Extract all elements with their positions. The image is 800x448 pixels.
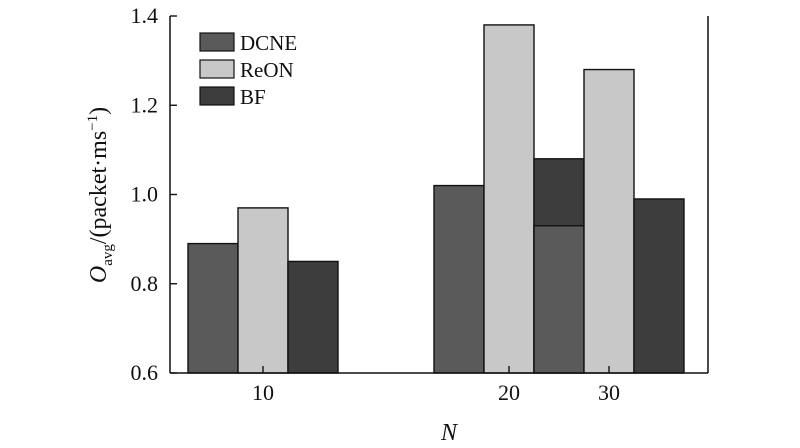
y-tick-labels: 0.6 0.8 1.0 1.2 1.4	[131, 3, 159, 385]
x-tick-label: 10	[252, 380, 274, 405]
legend-swatch-bf	[199, 86, 235, 106]
bar-reon-30	[583, 68, 635, 374]
bar-bf-30	[633, 198, 685, 374]
y-axis-title: Oavg/(packet·ms−1)	[85, 107, 116, 283]
bars-group	[187, 24, 685, 374]
bar-bf-10	[287, 260, 339, 374]
y-tick-label: 1.2	[131, 92, 159, 117]
x-axis-title: N	[440, 420, 459, 446]
legend-swatch-reon	[199, 59, 235, 79]
legend: DCNE ReON BF	[199, 31, 297, 109]
bar-dcne-30	[533, 225, 585, 374]
x-tick-label: 20	[498, 380, 520, 405]
y-tick-label: 1.4	[131, 3, 159, 28]
y-tick-label: 1.0	[131, 182, 159, 207]
legend-label-bf: BF	[240, 85, 266, 109]
bar-reon-20	[483, 24, 535, 374]
bar-dcne-20	[433, 184, 485, 374]
legend-label-reon: ReON	[240, 58, 294, 82]
y-axis-title-close: )	[86, 107, 112, 115]
y-axis-title-subscript: avg	[100, 244, 116, 266]
y-tick-label: 0.6	[131, 360, 159, 385]
y-tick-label: 0.8	[131, 271, 159, 296]
y-axis-title-unit: /(packet·ms	[86, 131, 112, 244]
bar-reon-10	[237, 207, 289, 374]
axes-group	[169, 15, 709, 374]
bar-dcne-10	[187, 242, 239, 374]
y-axis-title-superscript: −1	[85, 115, 101, 131]
legend-label-dcne: DCNE	[240, 31, 297, 55]
legend-swatch-dcne	[199, 32, 235, 52]
x-tick-label: 30	[598, 380, 620, 405]
x-tick-labels: 10 20 30	[252, 380, 620, 405]
y-axis-title-main: O	[86, 266, 112, 283]
